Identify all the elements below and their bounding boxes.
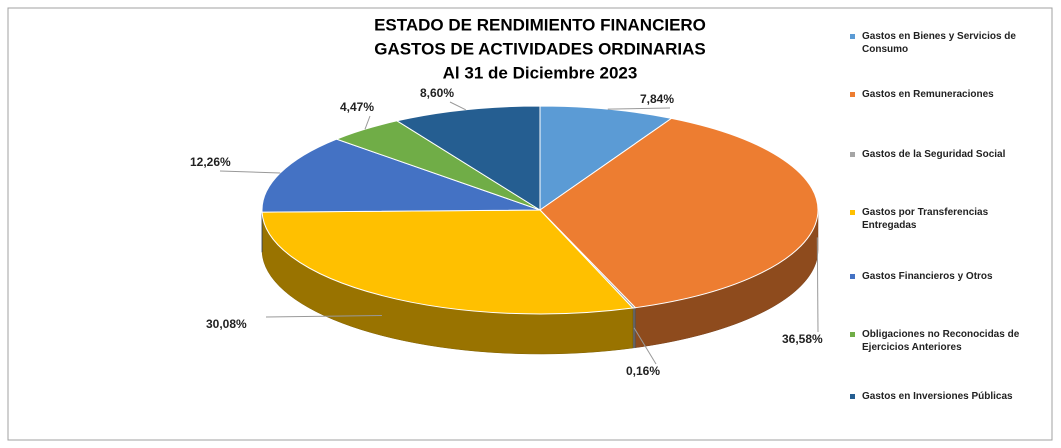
- slice-side: [632, 307, 636, 349]
- legend-swatch: [850, 210, 855, 215]
- legend-item: Gastos en Inversiones Públicas: [850, 390, 1040, 403]
- leader-line: [607, 107, 671, 110]
- slice: [261, 209, 634, 315]
- legend-item: Gastos Financieros y Otros: [850, 270, 1040, 283]
- leader-line: [816, 237, 819, 333]
- slice: [395, 105, 541, 211]
- legend-swatch: [850, 92, 855, 97]
- legend-label: Obligaciones no Reconocidas de Ejercicio…: [862, 329, 1020, 353]
- data-label: 12,26%: [190, 155, 231, 169]
- slice: [539, 117, 819, 309]
- legend-swatch: [850, 332, 855, 337]
- chart-title: Al 31 de Diciembre 2023: [443, 63, 638, 82]
- legend-swatch: [850, 152, 855, 157]
- leader-line: [449, 101, 467, 111]
- leader-line: [219, 170, 281, 174]
- legend-item: Obligaciones no Reconocidas de Ejercicio…: [850, 328, 1040, 354]
- legend-label: Gastos en Remuneraciones: [862, 89, 994, 100]
- data-label: 7,84%: [640, 92, 674, 106]
- legend-swatch: [850, 34, 855, 39]
- data-label: 30,08%: [206, 317, 247, 331]
- legend-label: Gastos por Transferencias Entregadas: [862, 207, 989, 231]
- chart-title: GASTOS DE ACTIVIDADES ORDINARIAS: [374, 39, 706, 58]
- chart-title: ESTADO DE RENDIMIENTO FINANCIERO: [374, 15, 706, 34]
- legend-label: Gastos en Bienes y Servicios de Consumo: [862, 31, 1016, 55]
- legend-item: Gastos en Remuneraciones: [850, 88, 1040, 101]
- data-label: 0,16%: [626, 364, 660, 378]
- data-label: 36,58%: [782, 332, 823, 346]
- leader-line: [633, 327, 657, 365]
- legend-swatch: [850, 394, 855, 399]
- legend-item: Gastos por Transferencias Entregadas: [850, 206, 1040, 232]
- legend-label: Gastos de la Seguridad Social: [862, 149, 1006, 160]
- legend-swatch: [850, 274, 855, 279]
- leader-line: [364, 115, 371, 130]
- data-label: 8,60%: [420, 86, 454, 100]
- leader-line: [265, 315, 382, 318]
- legend-label: Gastos en Inversiones Públicas: [862, 391, 1013, 402]
- legend-item: Gastos en Bienes y Servicios de Consumo: [850, 30, 1040, 56]
- data-label: 4,47%: [340, 100, 374, 114]
- legend-label: Gastos Financieros y Otros: [862, 271, 993, 282]
- legend-item: Gastos de la Seguridad Social: [850, 148, 1040, 161]
